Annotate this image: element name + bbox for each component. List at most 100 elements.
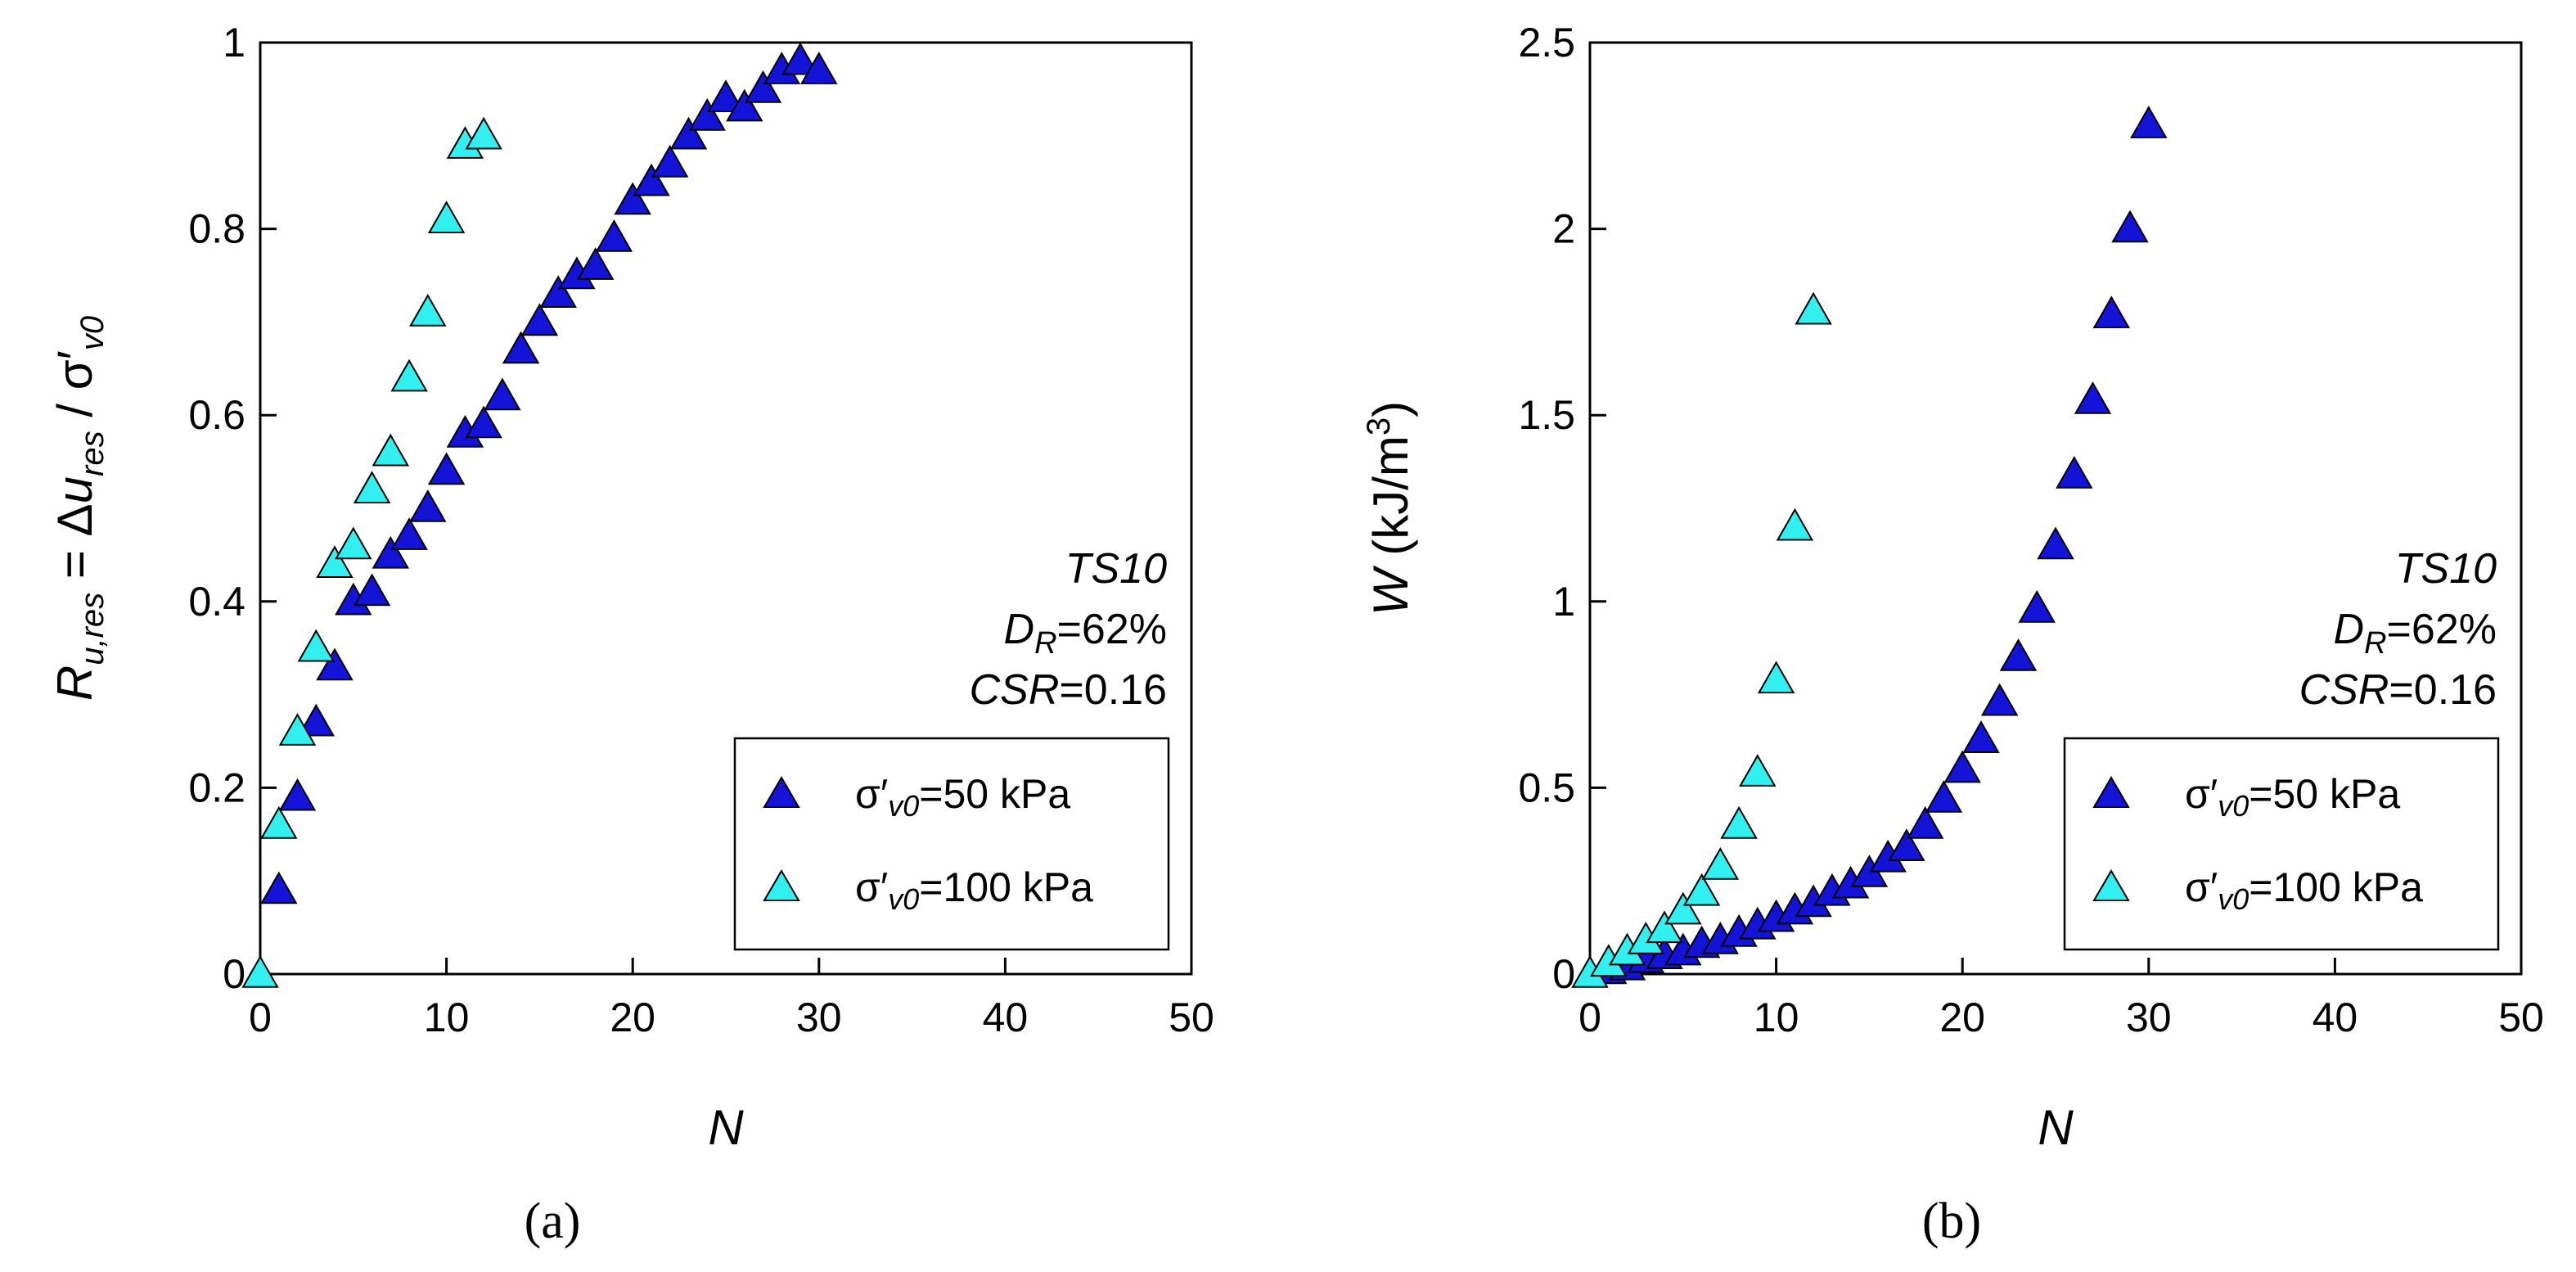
point-50kpa xyxy=(2130,106,2168,138)
point-50kpa xyxy=(633,163,670,196)
y-tick-label: 2.5 xyxy=(1518,20,1575,65)
annotation-csr: CSR=0.16 xyxy=(2299,666,2497,714)
x-tick-label: 20 xyxy=(610,995,655,1040)
panel-label-a: (a) xyxy=(525,1193,581,1249)
point-100kpa xyxy=(1701,846,1740,880)
y-axis-ticks: 0 0.5 1 1.5 2 2.5 xyxy=(1518,20,1606,997)
y-axis-ticks: 0 0.2 0.4 0.6 0.8 1 xyxy=(188,20,277,997)
x-tick-label: 10 xyxy=(424,995,470,1040)
point-100kpa xyxy=(278,713,317,746)
y-tick-label: 0.6 xyxy=(188,392,245,438)
annotation-relative-density: DR=62% xyxy=(1004,606,1167,661)
point-100kpa xyxy=(297,629,336,662)
x-tick-label: 10 xyxy=(1754,995,1799,1040)
annotation-test-id: TS10 xyxy=(2395,545,2497,593)
point-50kpa xyxy=(707,79,745,112)
legend-label-50kpa: σ′v0=50 kPa xyxy=(2185,771,2400,823)
point-100kpa xyxy=(1682,873,1721,906)
point-100kpa xyxy=(465,116,502,150)
point-50kpa xyxy=(502,331,540,364)
y-tick-label: 0.5 xyxy=(1518,765,1575,810)
legend-label-50kpa: σ′v0=50 kPa xyxy=(855,771,1070,823)
x-tick-label: 20 xyxy=(1939,995,1985,1040)
data-markers xyxy=(1571,106,2168,988)
test-annotation: TS10 DR=62% CSR=0.16 xyxy=(2299,545,2497,714)
x-axis-label: N xyxy=(708,1100,744,1155)
y-tick-label: 0.2 xyxy=(188,765,245,810)
x-tick-label: 50 xyxy=(2498,995,2544,1040)
y-tick-label: 0 xyxy=(1552,951,1575,997)
point-50kpa xyxy=(427,452,466,485)
point-50kpa xyxy=(1980,683,2019,716)
x-axis-ticks: 0 10 20 30 40 50 xyxy=(249,958,1214,1040)
point-50kpa xyxy=(669,116,708,150)
y-tick-label: 0.4 xyxy=(188,579,245,625)
point-50kpa xyxy=(520,303,559,336)
data-markers xyxy=(241,42,838,988)
point-50kpa xyxy=(1925,780,1963,813)
point-100kpa xyxy=(427,201,466,233)
x-axis-ticks: 0 10 20 30 40 50 xyxy=(1578,958,2544,1040)
point-50kpa xyxy=(316,647,354,681)
panel-a: 0 10 20 30 40 50 0 0.2 0.4 0.6 0.8 1 N Ru,res = Δu… xyxy=(47,20,1214,1249)
point-50kpa xyxy=(2111,210,2149,243)
y-axis-label: W (kJ/m3) xyxy=(1361,401,1418,616)
point-100kpa xyxy=(260,805,298,839)
y-tick-label: 1 xyxy=(223,20,245,65)
point-100kpa xyxy=(1739,754,1777,787)
annotation-test-id: TS10 xyxy=(1065,545,1167,593)
test-annotation: TS10 DR=62% CSR=0.16 xyxy=(970,545,1167,714)
point-50kpa xyxy=(409,489,447,522)
x-tick-label: 50 xyxy=(1169,995,1214,1040)
point-50kpa xyxy=(744,70,782,103)
legend-marker-100kpa xyxy=(763,869,800,901)
point-50kpa xyxy=(781,42,819,75)
point-50kpa xyxy=(2074,381,2112,414)
point-100kpa xyxy=(353,471,391,503)
x-tick-label: 0 xyxy=(1578,995,1601,1040)
x-tick-label: 0 xyxy=(249,995,272,1040)
point-50kpa xyxy=(260,871,298,904)
legend-marker-50kpa xyxy=(2092,776,2130,808)
point-100kpa xyxy=(1795,291,1832,325)
y-tick-label: 1.5 xyxy=(1518,392,1575,438)
x-axis-label: N xyxy=(2038,1100,2074,1155)
plot-frame xyxy=(1588,41,2523,976)
panel-label-b: (b) xyxy=(1922,1193,1981,1249)
y-axis-label: Ru,res = Δures / σ′v0 xyxy=(47,316,110,701)
point-50kpa xyxy=(2018,589,2056,623)
y-tick-label: 1 xyxy=(1552,579,1575,625)
panel-b: 0 10 20 30 40 50 0 0.5 1 1.5 2 2.5 N W (kJ/m3) TS1… xyxy=(1361,20,2544,1249)
point-50kpa xyxy=(2056,455,2093,489)
point-50kpa xyxy=(2092,295,2131,328)
point-100kpa xyxy=(316,545,354,578)
x-tick-label: 40 xyxy=(2313,995,2358,1040)
annotation-csr: CSR=0.16 xyxy=(970,666,1167,714)
point-100kpa xyxy=(1664,891,1702,925)
legend: σ′v0=50 kPa σ′v0=100 kPa xyxy=(2063,737,2500,951)
point-100kpa xyxy=(390,359,428,392)
y-tick-label: 2 xyxy=(1552,206,1575,252)
y-tick-label: 0.8 xyxy=(188,206,245,252)
point-50kpa xyxy=(2037,526,2074,560)
point-100kpa xyxy=(1720,805,1758,839)
x-tick-label: 30 xyxy=(2126,995,2172,1040)
point-50kpa xyxy=(372,535,410,569)
legend-label-100kpa: σ′v0=100 kPa xyxy=(855,864,1093,916)
legend-marker-100kpa xyxy=(2092,869,2130,901)
point-100kpa xyxy=(1776,507,1814,541)
point-100kpa xyxy=(241,954,279,988)
point-50kpa xyxy=(390,517,428,550)
point-50kpa xyxy=(1943,750,1981,783)
point-50kpa xyxy=(688,97,726,131)
point-50kpa xyxy=(297,703,336,737)
point-50kpa xyxy=(651,144,689,178)
legend: σ′v0=50 kPa σ′v0=100 kPa xyxy=(733,737,1170,951)
x-tick-label: 40 xyxy=(983,995,1029,1040)
annotation-relative-density: DR=62% xyxy=(2334,606,2497,661)
legend-box xyxy=(733,737,1170,951)
legend-marker-50kpa xyxy=(763,776,800,808)
x-tick-label: 30 xyxy=(796,995,842,1040)
point-50kpa xyxy=(1906,805,1944,839)
